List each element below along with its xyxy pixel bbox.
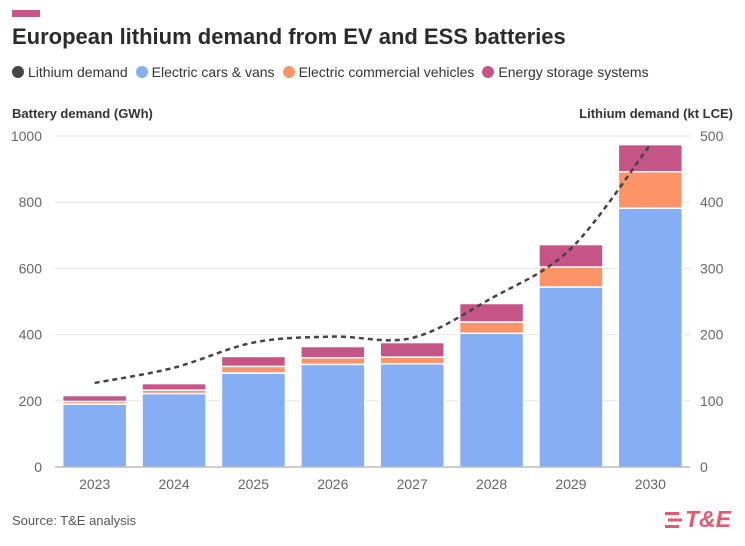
- bar-segment: [458, 302, 525, 323]
- te-logo: T&E: [665, 506, 731, 533]
- bar-segment: [61, 394, 128, 403]
- y2-tick-label: 400: [700, 194, 724, 210]
- legend-label-energy-storage-systems: Energy storage systems: [498, 64, 649, 80]
- logo-text: T&E: [685, 506, 731, 532]
- y-tick-label: 600: [19, 260, 43, 276]
- left-axis-title: Battery demand (GWh): [12, 106, 153, 121]
- bar-segment: [141, 392, 207, 468]
- bar-segment: [617, 143, 684, 173]
- x-tick-label: 2027: [397, 476, 428, 492]
- x-tick-label: 2029: [555, 476, 586, 492]
- bar-segment: [300, 357, 366, 366]
- bar-segment: [379, 356, 445, 365]
- x-tick-label: 2026: [317, 476, 348, 492]
- x-tick-label: 2025: [238, 476, 269, 492]
- right-axis-title: Lithium demand (kt LCE): [579, 106, 733, 121]
- legend-label-electric-cars-vans: Electric cars & vans: [151, 64, 275, 80]
- y-tick-label: 1000: [11, 128, 42, 144]
- chart-title: European lithium demand from EV and ESS …: [12, 24, 566, 49]
- bar-segment: [220, 372, 287, 468]
- y2-tick-label: 300: [700, 260, 724, 276]
- x-tick-label: 2028: [476, 476, 507, 492]
- lithium-demand-line: [94, 143, 652, 385]
- legend-label-lithium-demand: Lithium demand: [28, 64, 128, 80]
- bar-segment: [458, 332, 525, 468]
- legend: Lithium demand Electric cars & vans Elec…: [12, 64, 657, 80]
- bar-segment: [379, 362, 445, 468]
- bar-segment: [379, 341, 445, 358]
- legend-item-energy-storage-systems: Energy storage systems: [482, 64, 649, 80]
- x-tick-label: 2024: [158, 476, 189, 492]
- y-tick-label: 400: [19, 327, 43, 343]
- logo-stripes-icon: [665, 511, 682, 528]
- legend-swatch-lithium-demand: [12, 66, 24, 78]
- y-tick-label: 200: [19, 393, 43, 409]
- legend-swatch-energy-storage-systems: [482, 66, 495, 78]
- y2-tick-label: 200: [700, 327, 724, 343]
- bar-segment: [538, 266, 604, 288]
- bar-segment: [300, 345, 366, 359]
- bar-segment: [617, 207, 684, 468]
- bar-segment: [141, 382, 207, 391]
- bar-segment: [300, 363, 366, 468]
- y-tick-label: 800: [19, 194, 43, 210]
- legend-label-electric-commercial-vehicles: Electric commercial vehicles: [298, 64, 475, 80]
- y2-tick-label: 100: [700, 393, 724, 409]
- bar-segment: [61, 403, 128, 468]
- source-note: Source: T&E analysis: [12, 513, 137, 528]
- y-tick-label: 0: [34, 459, 42, 475]
- bar-segment: [220, 355, 287, 368]
- legend-swatch-electric-cars-vans: [135, 66, 148, 78]
- accent-bar: [12, 10, 40, 17]
- legend-item-electric-cars-vans: Electric cars & vans: [135, 64, 275, 80]
- x-tick-label: 2030: [635, 476, 666, 492]
- y2-tick-label: 500: [700, 128, 724, 144]
- legend-item-electric-commercial-vehicles: Electric commercial vehicles: [282, 64, 475, 80]
- legend-swatch-electric-commercial-vehicles: [282, 66, 295, 78]
- bar-segment: [538, 286, 604, 468]
- legend-item-lithium-demand: Lithium demand: [12, 64, 128, 80]
- bar-segment: [220, 365, 287, 374]
- x-tick-label: 2023: [79, 476, 110, 492]
- y2-tick-label: 0: [700, 459, 708, 475]
- bar-segment: [617, 170, 684, 209]
- bar-segment: [458, 321, 525, 335]
